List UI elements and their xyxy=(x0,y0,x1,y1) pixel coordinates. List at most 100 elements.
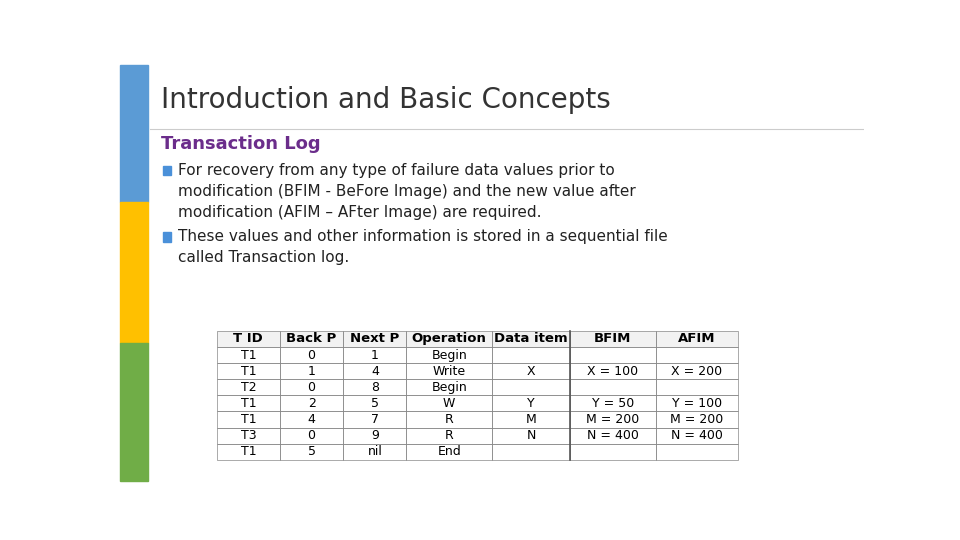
Text: N = 400: N = 400 xyxy=(671,429,723,442)
Bar xyxy=(120,65,148,202)
Text: Begin: Begin xyxy=(431,349,468,362)
Text: 0: 0 xyxy=(307,349,316,362)
Text: Back P: Back P xyxy=(286,333,337,346)
Text: N: N xyxy=(526,429,536,442)
Bar xyxy=(570,331,656,347)
Text: M: M xyxy=(526,413,537,426)
Bar xyxy=(570,347,656,363)
Text: 5: 5 xyxy=(307,446,316,458)
Bar xyxy=(656,331,737,347)
Bar xyxy=(120,202,148,343)
Text: Operation: Operation xyxy=(412,333,487,346)
Text: Write: Write xyxy=(433,364,466,377)
Text: 2: 2 xyxy=(307,397,316,410)
Text: T ID: T ID xyxy=(233,333,263,346)
Bar xyxy=(217,428,280,444)
Text: 5: 5 xyxy=(371,397,379,410)
Bar xyxy=(280,331,344,347)
Text: BFIM: BFIM xyxy=(594,333,632,346)
Bar xyxy=(406,379,492,395)
Text: Transaction Log: Transaction Log xyxy=(161,136,321,153)
Bar xyxy=(280,411,344,428)
Text: End: End xyxy=(438,446,461,458)
Text: Introduction and Basic Concepts: Introduction and Basic Concepts xyxy=(161,85,611,113)
Bar xyxy=(492,428,570,444)
Text: T1: T1 xyxy=(241,397,256,410)
Bar xyxy=(570,395,656,411)
Bar xyxy=(656,411,737,428)
Text: T3: T3 xyxy=(241,429,256,442)
Text: Begin: Begin xyxy=(431,381,468,394)
Bar xyxy=(217,331,737,347)
Bar xyxy=(406,411,492,428)
Bar xyxy=(217,411,280,428)
Text: AFIM: AFIM xyxy=(678,333,715,346)
Text: M = 200: M = 200 xyxy=(587,413,639,426)
Bar xyxy=(280,395,344,411)
Text: Y = 100: Y = 100 xyxy=(672,397,722,410)
Text: Data item: Data item xyxy=(494,333,568,346)
Text: X = 100: X = 100 xyxy=(588,364,638,377)
Bar xyxy=(217,331,280,347)
Bar xyxy=(217,395,280,411)
Text: T1: T1 xyxy=(241,364,256,377)
Bar xyxy=(492,444,570,460)
Bar xyxy=(217,379,280,395)
Text: 9: 9 xyxy=(371,429,379,442)
Bar xyxy=(280,428,344,444)
Bar xyxy=(406,347,492,363)
Bar xyxy=(492,347,570,363)
Bar xyxy=(570,379,656,395)
Bar xyxy=(406,395,492,411)
Bar xyxy=(217,363,280,379)
Bar xyxy=(656,347,737,363)
Bar xyxy=(280,444,344,460)
Text: Y: Y xyxy=(527,397,535,410)
Text: nil: nil xyxy=(368,446,382,458)
Text: 0: 0 xyxy=(307,381,316,394)
Text: Y = 50: Y = 50 xyxy=(591,397,634,410)
Bar xyxy=(492,395,570,411)
Text: T1: T1 xyxy=(241,446,256,458)
Bar xyxy=(406,331,492,347)
Text: 4: 4 xyxy=(307,413,316,426)
Bar xyxy=(492,363,570,379)
Bar xyxy=(344,444,406,460)
Bar xyxy=(217,444,280,460)
Text: T1: T1 xyxy=(241,413,256,426)
Bar xyxy=(570,444,656,460)
Bar xyxy=(280,363,344,379)
Bar xyxy=(406,363,492,379)
Bar xyxy=(570,411,656,428)
Text: R: R xyxy=(444,413,453,426)
Text: M = 200: M = 200 xyxy=(670,413,723,426)
Bar xyxy=(120,343,148,481)
Bar xyxy=(163,232,171,241)
Bar xyxy=(344,347,406,363)
Bar xyxy=(163,166,171,175)
Bar xyxy=(344,379,406,395)
Text: 7: 7 xyxy=(371,413,379,426)
Text: 8: 8 xyxy=(371,381,379,394)
Bar xyxy=(656,379,737,395)
Text: R: R xyxy=(444,429,453,442)
Text: For recovery from any type of failure data values prior to
modification (BFIM - : For recovery from any type of failure da… xyxy=(178,163,636,220)
Bar xyxy=(656,444,737,460)
Bar xyxy=(344,331,406,347)
Text: X = 200: X = 200 xyxy=(671,364,722,377)
Text: Next P: Next P xyxy=(350,333,399,346)
Text: 0: 0 xyxy=(307,429,316,442)
Bar xyxy=(492,379,570,395)
Bar xyxy=(570,428,656,444)
Text: These values and other information is stored in a sequential file
called Transac: These values and other information is st… xyxy=(178,229,668,265)
Bar xyxy=(492,331,570,347)
Bar xyxy=(344,395,406,411)
Text: 1: 1 xyxy=(307,364,316,377)
Text: N = 400: N = 400 xyxy=(587,429,638,442)
Text: 1: 1 xyxy=(371,349,379,362)
Bar xyxy=(217,347,280,363)
Bar xyxy=(344,428,406,444)
Text: T2: T2 xyxy=(241,381,256,394)
Bar xyxy=(570,363,656,379)
Text: 4: 4 xyxy=(371,364,379,377)
